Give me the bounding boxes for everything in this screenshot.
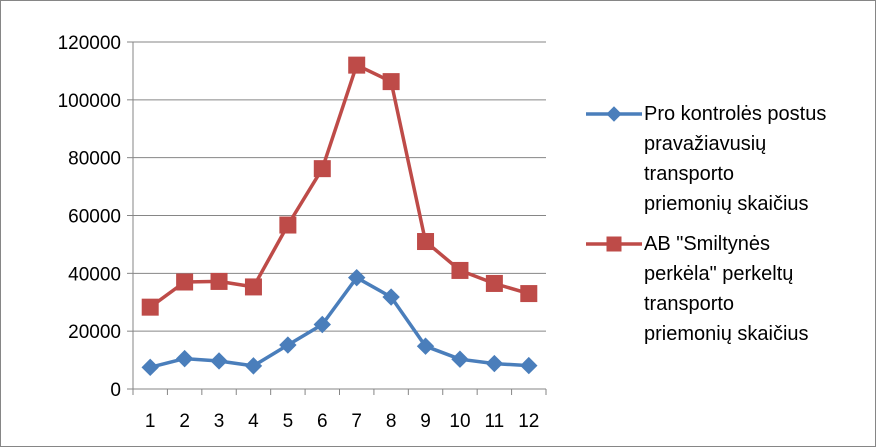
series-1-point-3 bbox=[210, 352, 228, 370]
x-tick-label-8: 8 bbox=[386, 411, 397, 432]
axes bbox=[127, 41, 547, 395]
x-tick-label-6: 6 bbox=[317, 411, 328, 432]
x-tick-label-9: 9 bbox=[420, 411, 431, 432]
x-tick-label-2: 2 bbox=[179, 411, 190, 432]
x-tick-label-5: 5 bbox=[283, 411, 294, 432]
y-tick-label-120000: 120000 bbox=[58, 33, 121, 54]
series-1-point-9 bbox=[416, 337, 435, 355]
series-1-point-11 bbox=[485, 354, 504, 373]
y-tick-label-40000: 40000 bbox=[68, 264, 121, 285]
x-tick-label-7: 7 bbox=[351, 411, 362, 432]
series-1-point-8 bbox=[382, 288, 400, 306]
series-2-point-4 bbox=[244, 278, 262, 296]
series-2-point-5 bbox=[279, 216, 297, 234]
y-tick-label-80000: 80000 bbox=[68, 149, 121, 170]
series-1-point-5 bbox=[279, 336, 297, 354]
series-1-point-6 bbox=[313, 315, 331, 334]
x-tick-label-12: 12 bbox=[518, 411, 539, 432]
series-2-line bbox=[149, 63, 530, 309]
series-2-point-2 bbox=[176, 273, 194, 291]
series-1-point-12 bbox=[520, 356, 538, 375]
series-1-point-4 bbox=[244, 357, 263, 375]
legend: Pro kontrolės postus pravažiavusių trans… bbox=[586, 99, 871, 359]
gridlines bbox=[133, 41, 546, 332]
y-tick-label-100000: 100000 bbox=[58, 91, 121, 112]
series-2-point-6 bbox=[313, 160, 331, 178]
series-2-point-9 bbox=[417, 233, 435, 251]
legend-label-2: AB "Smiltynės perkėla" perkeltų transpor… bbox=[644, 233, 809, 345]
y-axis-tick-labels: 0 20000 40000 60000 80000 100000 120000 bbox=[58, 33, 121, 401]
y-tick-label-20000: 20000 bbox=[68, 322, 121, 343]
x-tick-label-10: 10 bbox=[449, 411, 470, 432]
legend-item-2: AB "Smiltynės perkėla" perkeltų transpor… bbox=[586, 229, 871, 349]
series-2-point-10 bbox=[451, 261, 469, 279]
x-tick-label-1: 1 bbox=[145, 411, 156, 432]
series-1-point-7 bbox=[348, 268, 366, 287]
series-2-point-11 bbox=[485, 274, 503, 292]
series-2-point-3 bbox=[210, 272, 228, 290]
series-group bbox=[141, 56, 538, 377]
series-2-point-8 bbox=[382, 73, 400, 91]
x-tick-label-4: 4 bbox=[248, 411, 259, 432]
y-tick-label-60000: 60000 bbox=[68, 207, 121, 228]
x-axis-tick-labels: 1 2 3 4 5 6 7 8 9 10 11 12 bbox=[145, 411, 539, 432]
x-tick-label-3: 3 bbox=[214, 411, 225, 432]
series-1-point-2 bbox=[175, 349, 194, 368]
series-1-line bbox=[149, 275, 529, 369]
y-tick-label-0: 0 bbox=[110, 380, 121, 401]
legend-marker-diamond-icon bbox=[586, 106, 642, 122]
series-1-point-10 bbox=[451, 350, 469, 368]
series-1 bbox=[141, 268, 538, 377]
series-1-point-1 bbox=[141, 358, 159, 377]
legend-marker-square-icon bbox=[586, 236, 642, 252]
series-2-point-12 bbox=[520, 285, 538, 303]
legend-label-1: Pro kontrolės postus pravažiavusių trans… bbox=[644, 103, 827, 215]
series-2-point-1 bbox=[141, 298, 159, 316]
x-tick-label-11: 11 bbox=[485, 411, 505, 432]
legend-item-1: Pro kontrolės postus pravažiavusių trans… bbox=[586, 99, 871, 219]
series-2-point-7 bbox=[348, 56, 366, 74]
series-2 bbox=[141, 56, 538, 316]
